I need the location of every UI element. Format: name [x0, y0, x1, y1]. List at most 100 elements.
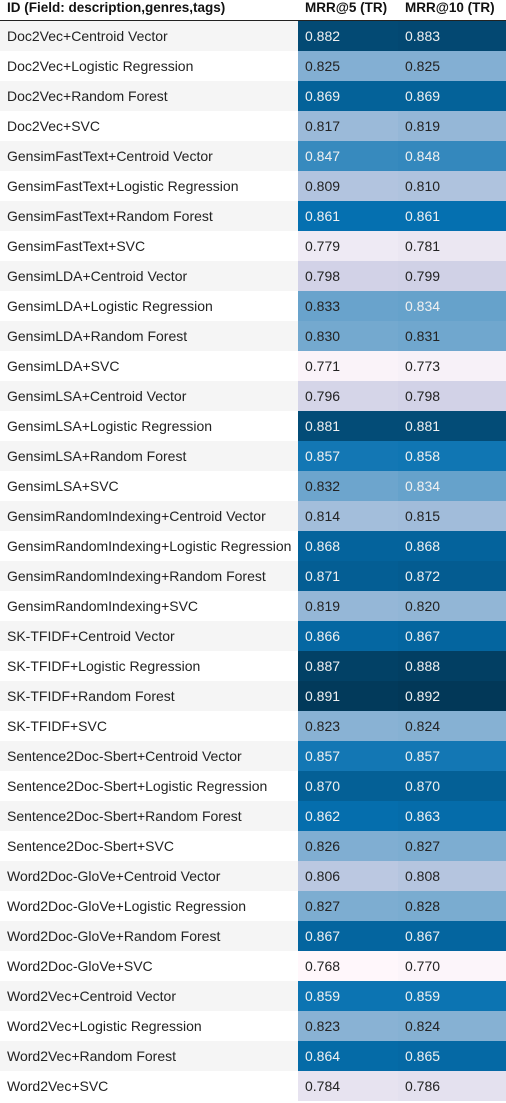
table-row: Doc2Vec+Centroid Vector 0.882 0.883: [0, 20, 506, 51]
table-row: Word2Doc-GloVe+Random Forest 0.867 0.867: [0, 921, 506, 951]
cell-mrr5: 0.861: [298, 201, 398, 231]
cell-mrr5: 0.779: [298, 231, 398, 261]
cell-mrr10: 0.834: [398, 471, 506, 501]
cell-mrr10: 0.848: [398, 141, 506, 171]
table-row: Sentence2Doc-Sbert+Centroid Vector 0.857 0…: [0, 741, 506, 771]
cell-mrr10: 0.869: [398, 81, 506, 111]
cell-id: Word2Vec+Random Forest: [0, 1041, 298, 1071]
table-row: Word2Vec+Logistic Regression 0.823 0.824: [0, 1011, 506, 1041]
table-row: GensimLDA+Random Forest 0.830 0.831: [0, 321, 506, 351]
cell-mrr10: 0.868: [398, 531, 506, 561]
cell-id: Word2Doc-GloVe+Random Forest: [0, 921, 298, 951]
cell-mrr5: 0.768: [298, 951, 398, 981]
cell-id: GensimLDA+Random Forest: [0, 321, 298, 351]
cell-id: GensimLSA+SVC: [0, 471, 298, 501]
table-row: Sentence2Doc-Sbert+SVC 0.826 0.827: [0, 831, 506, 861]
cell-mrr5: 0.814: [298, 501, 398, 531]
table-row: GensimRandomIndexing+Random Forest 0.871 0…: [0, 561, 506, 591]
cell-mrr5: 0.857: [298, 441, 398, 471]
table-row: GensimRandomIndexing+SVC 0.819 0.820: [0, 591, 506, 621]
cell-mrr10: 0.872: [398, 561, 506, 591]
cell-mrr5: 0.784: [298, 1071, 398, 1101]
table-row: Doc2Vec+Logistic Regression 0.825 0.825: [0, 51, 506, 81]
cell-id: Word2Doc-GloVe+Logistic Regression: [0, 891, 298, 921]
cell-mrr10: 0.819: [398, 111, 506, 141]
cell-mrr10: 0.831: [398, 321, 506, 351]
table-row: Word2Vec+Random Forest 0.864 0.865: [0, 1041, 506, 1071]
cell-mrr10: 0.857: [398, 741, 506, 771]
cell-mrr10: 0.781: [398, 231, 506, 261]
cell-id: GensimRandomIndexing+Random Forest: [0, 561, 298, 591]
cell-mrr5: 0.826: [298, 831, 398, 861]
cell-id: Sentence2Doc-Sbert+Random Forest: [0, 801, 298, 831]
table-row: GensimLSA+Centroid Vector 0.796 0.798: [0, 381, 506, 411]
cell-mrr10: 0.870: [398, 771, 506, 801]
cell-mrr5: 0.819: [298, 591, 398, 621]
cell-mrr5: 0.882: [298, 20, 398, 51]
cell-mrr10: 0.827: [398, 831, 506, 861]
cell-mrr5: 0.830: [298, 321, 398, 351]
cell-mrr10: 0.820: [398, 591, 506, 621]
table-row: SK-TFIDF+Random Forest 0.891 0.892: [0, 681, 506, 711]
table-row: GensimLDA+Centroid Vector 0.798 0.799: [0, 261, 506, 291]
cell-mrr10: 0.859: [398, 981, 506, 1011]
cell-mrr5: 0.823: [298, 711, 398, 741]
cell-mrr10: 0.786: [398, 1071, 506, 1101]
cell-id: Doc2Vec+SVC: [0, 111, 298, 141]
cell-id: GensimRandomIndexing+SVC: [0, 591, 298, 621]
table-row: GensimLSA+Logistic Regression 0.881 0.881: [0, 411, 506, 441]
cell-mrr5: 0.870: [298, 771, 398, 801]
cell-id: GensimLDA+Centroid Vector: [0, 261, 298, 291]
table-row: SK-TFIDF+Logistic Regression 0.887 0.888: [0, 651, 506, 681]
cell-mrr5: 0.857: [298, 741, 398, 771]
table-row: Doc2Vec+Random Forest 0.869 0.869: [0, 81, 506, 111]
cell-mrr10: 0.881: [398, 411, 506, 441]
cell-mrr5: 0.817: [298, 111, 398, 141]
cell-mrr10: 0.867: [398, 621, 506, 651]
cell-mrr10: 0.799: [398, 261, 506, 291]
cell-mrr5: 0.833: [298, 291, 398, 321]
cell-mrr10: 0.770: [398, 951, 506, 981]
cell-mrr10: 0.863: [398, 801, 506, 831]
cell-id: GensimLDA+SVC: [0, 351, 298, 381]
cell-mrr10: 0.883: [398, 20, 506, 51]
cell-id: GensimLSA+Logistic Regression: [0, 411, 298, 441]
cell-id: GensimRandomIndexing+Centroid Vector: [0, 501, 298, 531]
column-header-id: ID (Field: description,genres,tags): [0, 0, 298, 21]
cell-id: GensimFastText+Logistic Regression: [0, 171, 298, 201]
cell-mrr10: 0.892: [398, 681, 506, 711]
table-row: Sentence2Doc-Sbert+Random Forest 0.862 0.8…: [0, 801, 506, 831]
table-row: GensimFastText+Centroid Vector 0.847 0.848: [0, 141, 506, 171]
cell-mrr5: 0.864: [298, 1041, 398, 1071]
cell-mrr5: 0.798: [298, 261, 398, 291]
cell-mrr10: 0.828: [398, 891, 506, 921]
cell-mrr10: 0.808: [398, 861, 506, 891]
cell-mrr10: 0.798: [398, 381, 506, 411]
cell-mrr10: 0.824: [398, 711, 506, 741]
table-row: Word2Doc-GloVe+SVC 0.768 0.770: [0, 951, 506, 981]
table-row: GensimLSA+Random Forest 0.857 0.858: [0, 441, 506, 471]
cell-id: SK-TFIDF+Logistic Regression: [0, 651, 298, 681]
cell-id: Sentence2Doc-Sbert+SVC: [0, 831, 298, 861]
column-header-mrr5: MRR@5 (TR): [298, 0, 398, 21]
cell-id: Word2Vec+Logistic Regression: [0, 1011, 298, 1041]
cell-id: GensimLSA+Centroid Vector: [0, 381, 298, 411]
cell-id: Word2Vec+SVC: [0, 1071, 298, 1101]
table-row: GensimFastText+Random Forest 0.861 0.861: [0, 201, 506, 231]
cell-mrr5: 0.809: [298, 171, 398, 201]
cell-mrr5: 0.823: [298, 1011, 398, 1041]
cell-mrr5: 0.806: [298, 861, 398, 891]
cell-mrr5: 0.796: [298, 381, 398, 411]
cell-id: GensimFastText+Random Forest: [0, 201, 298, 231]
cell-mrr5: 0.866: [298, 621, 398, 651]
table-row: Word2Doc-GloVe+Centroid Vector 0.806 0.808: [0, 861, 506, 891]
cell-mrr10: 0.867: [398, 921, 506, 951]
cell-id: Sentence2Doc-Sbert+Centroid Vector: [0, 741, 298, 771]
cell-mrr5: 0.771: [298, 351, 398, 381]
cell-mrr5: 0.825: [298, 51, 398, 81]
cell-id: Doc2Vec+Logistic Regression: [0, 51, 298, 81]
cell-mrr5: 0.891: [298, 681, 398, 711]
cell-id: GensimLDA+Logistic Regression: [0, 291, 298, 321]
cell-mrr5: 0.871: [298, 561, 398, 591]
